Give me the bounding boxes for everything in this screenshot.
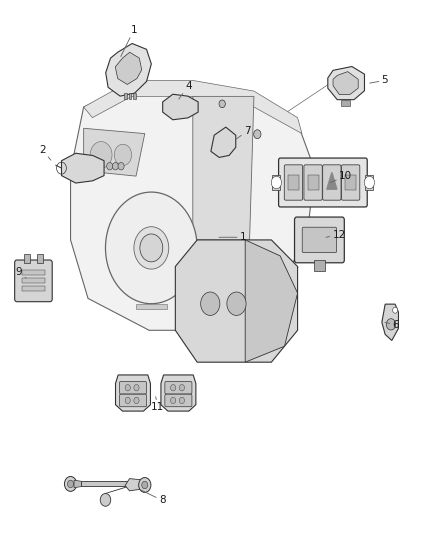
FancyBboxPatch shape [323,165,341,200]
Bar [22,286,45,291]
Circle shape [118,163,124,170]
Circle shape [219,100,225,108]
Polygon shape [106,44,151,96]
Text: 1: 1 [121,25,137,56]
FancyBboxPatch shape [120,394,147,407]
Text: 1: 1 [219,232,246,243]
Circle shape [392,307,398,313]
Text: 8: 8 [141,490,166,505]
Circle shape [201,292,220,316]
Circle shape [170,397,176,403]
Bar [128,93,131,99]
Circle shape [140,234,163,262]
Bar [314,260,325,271]
Circle shape [67,480,74,488]
Polygon shape [116,375,150,411]
Circle shape [64,477,77,491]
Circle shape [139,478,151,492]
Polygon shape [84,80,302,134]
Bar [342,100,350,106]
Bar [37,254,42,263]
Polygon shape [71,86,315,330]
Polygon shape [382,304,399,341]
Bar [133,93,136,99]
Polygon shape [74,480,81,488]
Circle shape [125,397,131,403]
Circle shape [106,192,197,304]
FancyBboxPatch shape [302,227,337,253]
Circle shape [90,142,112,168]
Polygon shape [211,127,236,157]
Polygon shape [245,240,297,362]
Bar [365,175,373,190]
Polygon shape [327,173,337,189]
Bar [272,175,280,190]
Text: 12: 12 [326,230,346,240]
Bar [22,270,45,275]
Polygon shape [84,128,145,176]
Circle shape [107,163,113,170]
Text: 5: 5 [370,76,388,85]
Circle shape [100,494,111,506]
Bar [25,254,30,263]
Circle shape [142,481,148,489]
Text: 7: 7 [237,126,251,139]
Circle shape [125,384,131,391]
Polygon shape [61,154,104,183]
Circle shape [113,163,118,170]
Bar [124,93,127,99]
Bar [81,481,130,486]
Circle shape [179,397,184,403]
Circle shape [134,397,139,403]
FancyBboxPatch shape [304,165,322,200]
Circle shape [386,319,396,330]
Circle shape [134,384,139,391]
Text: 10: 10 [330,171,352,182]
Bar [288,175,299,190]
Circle shape [254,130,261,139]
Bar [22,278,45,283]
Circle shape [170,384,176,391]
Text: 2: 2 [39,144,51,160]
FancyBboxPatch shape [284,165,303,200]
FancyBboxPatch shape [165,382,192,394]
Bar [345,175,356,190]
FancyBboxPatch shape [342,165,360,200]
FancyBboxPatch shape [294,217,344,263]
FancyBboxPatch shape [14,260,52,302]
Text: 6: 6 [385,320,399,330]
Circle shape [227,292,246,316]
Polygon shape [175,240,297,362]
Polygon shape [162,94,198,120]
FancyBboxPatch shape [279,158,367,207]
Circle shape [179,384,184,391]
Polygon shape [333,71,358,94]
Polygon shape [125,479,141,491]
FancyBboxPatch shape [165,394,192,407]
Text: 4: 4 [179,81,192,99]
Polygon shape [193,96,254,240]
Circle shape [114,144,132,165]
Polygon shape [161,375,196,411]
FancyBboxPatch shape [120,382,147,394]
Polygon shape [136,304,166,309]
Polygon shape [115,52,142,84]
Circle shape [271,176,282,189]
Bar [307,175,318,190]
Polygon shape [328,67,364,100]
Circle shape [134,227,169,269]
Text: 11: 11 [151,397,165,413]
Circle shape [364,176,374,189]
Text: 9: 9 [16,267,26,278]
